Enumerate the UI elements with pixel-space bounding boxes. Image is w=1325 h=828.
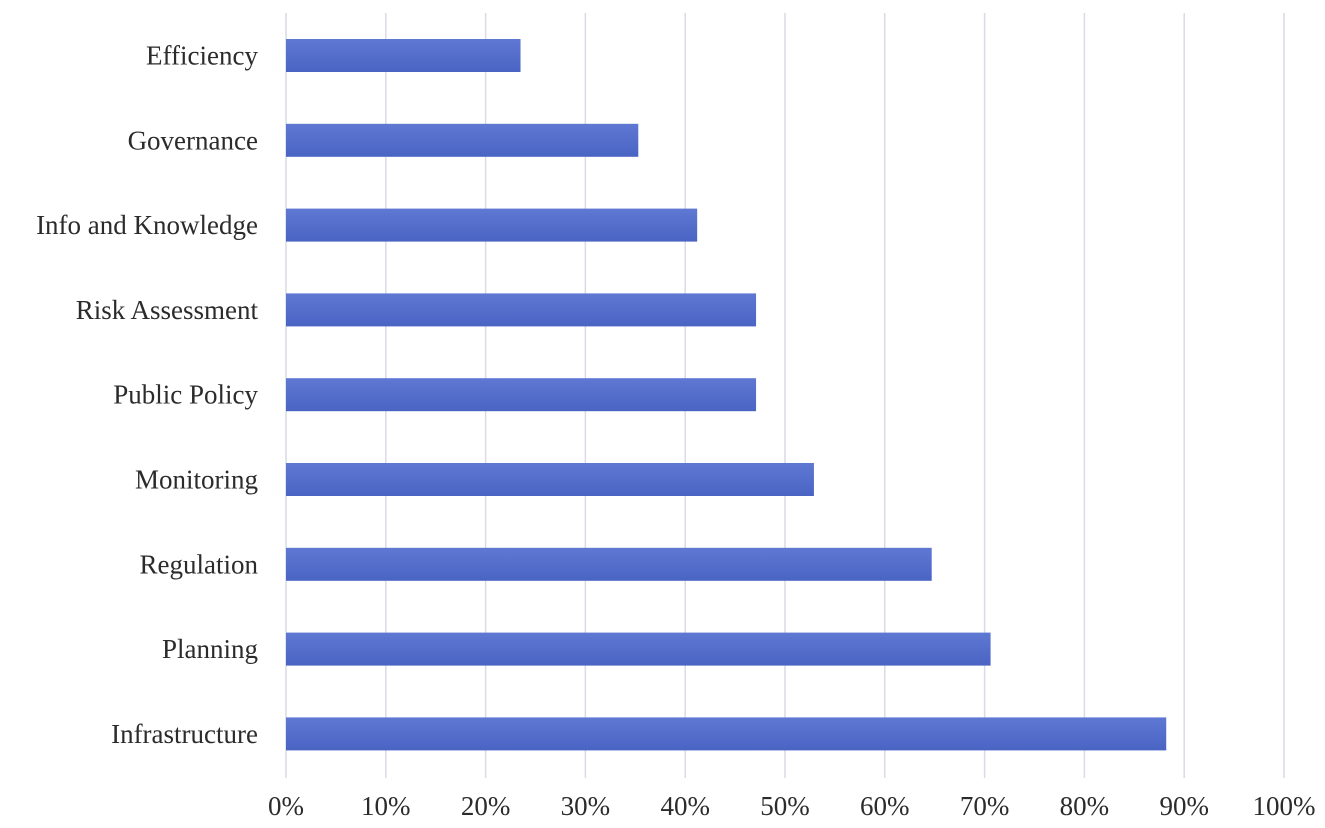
category-label: Infrastructure [111,719,258,749]
x-tick-label: 40% [660,791,710,821]
category-label: Regulation [140,549,259,579]
category-label: Governance [128,125,258,155]
x-tick-label: 0% [268,791,304,821]
bar [286,208,698,242]
category-label: Planning [162,634,258,664]
x-tick-label: 100% [1253,791,1316,821]
x-tick-label: 90% [1159,791,1209,821]
x-tick-label: 20% [461,791,511,821]
x-tick-label: 10% [361,791,411,821]
category-label: Public Policy [113,380,258,410]
x-tick-label: 30% [561,791,611,821]
x-tick-label: 60% [860,791,910,821]
category-label: Efficiency [146,41,258,71]
category-label: Info and Knowledge [36,210,258,240]
bars [286,39,1167,751]
bar [286,293,757,327]
x-tick-label: 70% [960,791,1010,821]
x-tick-label: 80% [1060,791,1110,821]
category-label: Monitoring [135,465,258,495]
bar [286,632,991,666]
bar [286,378,757,412]
x-tick-labels: 0% 10% 20% 30% 40% 50% 60% 70% 80% 90% 100% [268,791,1316,821]
category-label: Risk Assessment [76,295,259,325]
bar [286,717,1167,751]
bar [286,123,639,157]
category-labels: Efficiency Governance Info and Knowledge Ri… [36,41,258,749]
x-tick-label: 50% [760,791,810,821]
bar [286,463,814,496]
bar [286,39,521,72]
bar [286,547,932,581]
